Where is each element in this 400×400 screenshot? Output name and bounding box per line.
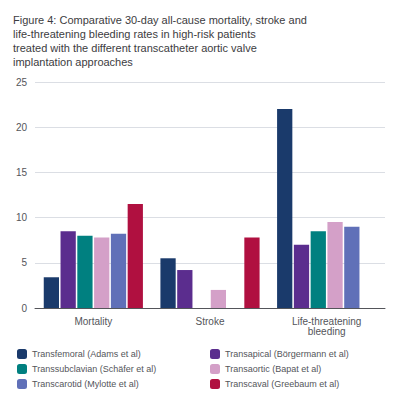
svg-text:Transapical (Börgermann et al): Transapical (Börgermann et al) [225, 349, 349, 359]
svg-text:Life-threatening: Life-threatening [291, 315, 362, 327]
svg-text:treated with the different tra: treated with the different transcatheter… [13, 42, 257, 54]
svg-text:implantation approaches: implantation approaches [13, 56, 133, 68]
svg-text:Transsubclavian (Schäfer et al: Transsubclavian (Schäfer et al) [32, 364, 156, 374]
svg-text:25: 25 [16, 77, 28, 88]
svg-text:Figure 4: Comparative 30-day a: Figure 4: Comparative 30-day all-cause m… [13, 14, 307, 26]
svg-text:0: 0 [21, 303, 27, 314]
svg-text:5: 5 [21, 257, 27, 268]
svg-text:Transfemoral (Adams et al): Transfemoral (Adams et al) [32, 349, 141, 359]
svg-text:life-threatening bleeding rate: life-threatening bleeding rates in high-… [13, 28, 256, 40]
svg-text:Transcaval (Greebaum et al): Transcaval (Greebaum et al) [225, 379, 339, 389]
svg-text:Transaortic (Bapat et al): Transaortic (Bapat et al) [225, 364, 321, 374]
svg-text:Mortality: Mortality [74, 316, 112, 327]
svg-text:20: 20 [16, 122, 28, 133]
svg-text:15: 15 [16, 167, 28, 178]
svg-text:10: 10 [16, 212, 28, 223]
svg-text:Transcarotid (Mylotte et al): Transcarotid (Mylotte et al) [32, 379, 139, 389]
svg-text:Stroke: Stroke [196, 316, 225, 327]
svg-text:bleeding: bleeding [308, 326, 346, 337]
